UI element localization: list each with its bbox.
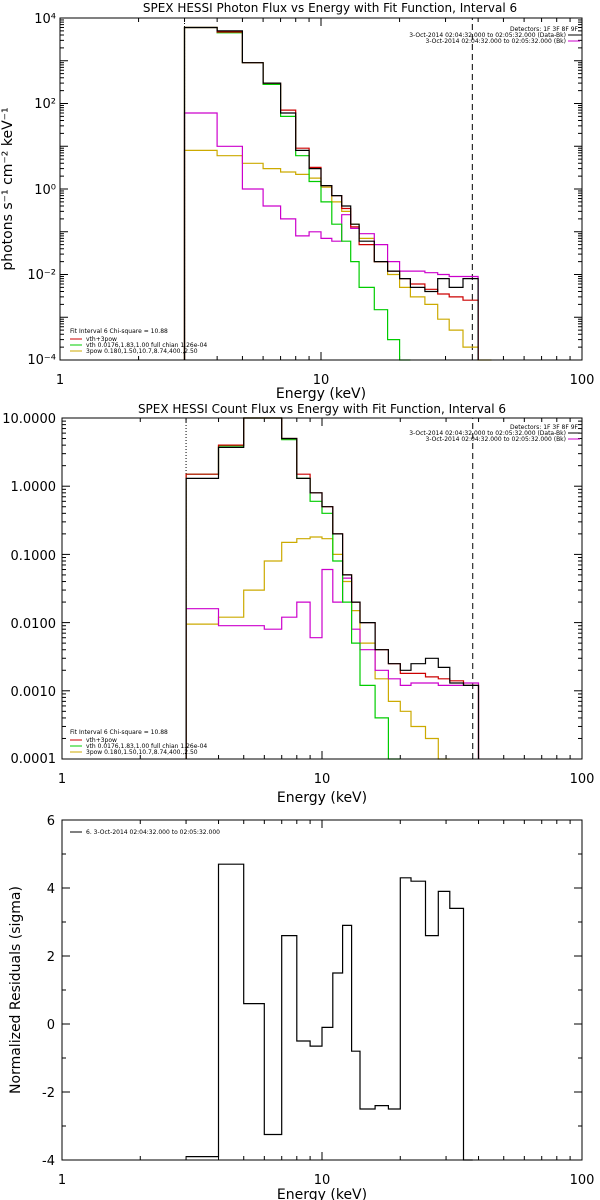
panel3-frame bbox=[61, 819, 583, 1161]
panel1-xtick-1: 1 bbox=[56, 373, 64, 388]
panel1-legend-databk: 3-Oct-2014 02:04:32.000 to 02:05:32.000 … bbox=[409, 32, 566, 39]
series-bk bbox=[183, 112, 479, 360]
panel2-legend-fit: Fit Interval 6 Chi-square = 10.88 bbox=[70, 729, 168, 736]
panel3-ytick-0: 0 bbox=[47, 1018, 55, 1033]
panel3-ytick-minus2: -2 bbox=[42, 1086, 55, 1101]
panel1-title: SPEX HESSI Photon Flux vs Energy with Fi… bbox=[143, 1, 517, 15]
panel2-ytick-5: 0.0001 bbox=[11, 752, 57, 767]
panel1-legend-pow: 3pow 0.180,1.50,10.7,8.74,400.,2.50 bbox=[86, 348, 198, 355]
panel2-plot-area bbox=[61, 417, 582, 760]
panel2-legend-databk: 3-Oct-2014 02:04:32.000 to 02:05:32.000 … bbox=[409, 430, 566, 437]
panel1-legend-total: vth+3pow bbox=[86, 336, 117, 343]
panel2-legend-bk: 3-Oct-2014 02:04:32.000 to 02:05:32.000 … bbox=[426, 436, 567, 443]
panel1-plot-area bbox=[59, 18, 582, 361]
panel1-legend-fit: Fit Interval 6 Chi-square = 10.88 bbox=[70, 328, 168, 335]
panel2-ytick-2: 0.1000 bbox=[11, 549, 57, 564]
panel2-ytick-0: 10.0000 bbox=[2, 412, 56, 427]
series-3pow bbox=[185, 536, 450, 760]
panel2-title: SPEX HESSI Count Flux vs Energy with Fit… bbox=[138, 402, 506, 416]
panel-photon-flux: SPEX HESSI Photon Flux vs Energy with Fi… bbox=[0, 1, 594, 402]
panel1-ytick-1: 10² bbox=[34, 97, 56, 112]
panel2-legend-total: vth+3pow bbox=[86, 737, 117, 744]
panel1-ytick-0: 10⁴ bbox=[34, 12, 56, 27]
panel3-xtick-100: 100 bbox=[570, 1173, 595, 1188]
panel1-xlabel: Energy (keV) bbox=[276, 386, 366, 402]
series-data-bk bbox=[183, 26, 479, 360]
panel3-ytick-minus4: -4 bbox=[42, 1154, 55, 1169]
panel2-frame bbox=[61, 417, 583, 760]
panel1-xtick-10: 10 bbox=[313, 373, 330, 388]
panel2-ytick-1: 1.0000 bbox=[11, 480, 57, 495]
panel1-legend-detectors: Detectors: 1F 3F 8F 9F bbox=[510, 26, 579, 33]
panel1-legend-bk: 3-Oct-2014 02:04:32.000 to 02:05:32.000 … bbox=[426, 38, 567, 45]
panel-residuals: 1 10 100 6 4 2 0 -2 -4 Energy (keV) Norm… bbox=[8, 814, 594, 1200]
panel2-xtick-1: 1 bbox=[58, 772, 66, 787]
panel1-legend-thermal: vth 0.0176,1.83,1.00 full chian 1.26e-04 bbox=[86, 342, 207, 349]
panel3-xlabel: Energy (keV) bbox=[277, 1187, 367, 1200]
panel1-ylabel: photons s⁻¹ cm⁻² keV⁻¹ bbox=[0, 107, 16, 270]
panel1-frame bbox=[59, 17, 583, 361]
panel3-xtick-10: 10 bbox=[314, 1173, 331, 1188]
series-bk bbox=[185, 568, 480, 759]
panel3-ytick-2: 2 bbox=[47, 950, 55, 965]
panel2-xlabel: Energy (keV) bbox=[277, 790, 367, 806]
panel1-ytick-3: 10⁻² bbox=[27, 268, 56, 283]
panel2-ytick-3: 0.0100 bbox=[11, 617, 57, 632]
panel3-legend: 6. 3-Oct-2014 02:04:32.000 to 02:05:32.0… bbox=[86, 829, 220, 836]
panel1-ytick-2: 10⁰ bbox=[34, 183, 56, 198]
panel2-xtick-100: 100 bbox=[570, 772, 595, 787]
series-6-3-oct-2014-02-04-32-000-to-02-05-32-000 bbox=[186, 863, 473, 1161]
panel2-xtick-10: 10 bbox=[314, 772, 331, 787]
series-vth bbox=[183, 26, 411, 361]
panel2-legend-thermal: vth 0.0176,1.83,1.00 full chian 1.26e-04 bbox=[86, 743, 207, 750]
panel3-ytick-6: 6 bbox=[47, 814, 55, 829]
panel2-legend-pow: 3pow 0.180,1.50,10.7,8.74,400.,2.50 bbox=[86, 749, 198, 756]
panel3-ytick-4: 4 bbox=[47, 882, 55, 897]
panel3-plot-area bbox=[61, 819, 582, 1161]
panel2-ytick-4: 0.0010 bbox=[11, 685, 57, 700]
series-3pow bbox=[183, 149, 492, 361]
panel3-ylabel: Normalized Residuals (sigma) bbox=[8, 886, 24, 1094]
panel-count-flux: SPEX HESSI Count Flux vs Energy with Fit… bbox=[2, 402, 594, 806]
panel1-xtick-100: 100 bbox=[570, 373, 595, 388]
panel3-xtick-1: 1 bbox=[58, 1173, 66, 1188]
panel2-legend-detectors: Detectors: 1F 3F 8F 9F bbox=[510, 424, 579, 431]
panel1-ytick-4: 10⁻⁴ bbox=[27, 353, 56, 368]
